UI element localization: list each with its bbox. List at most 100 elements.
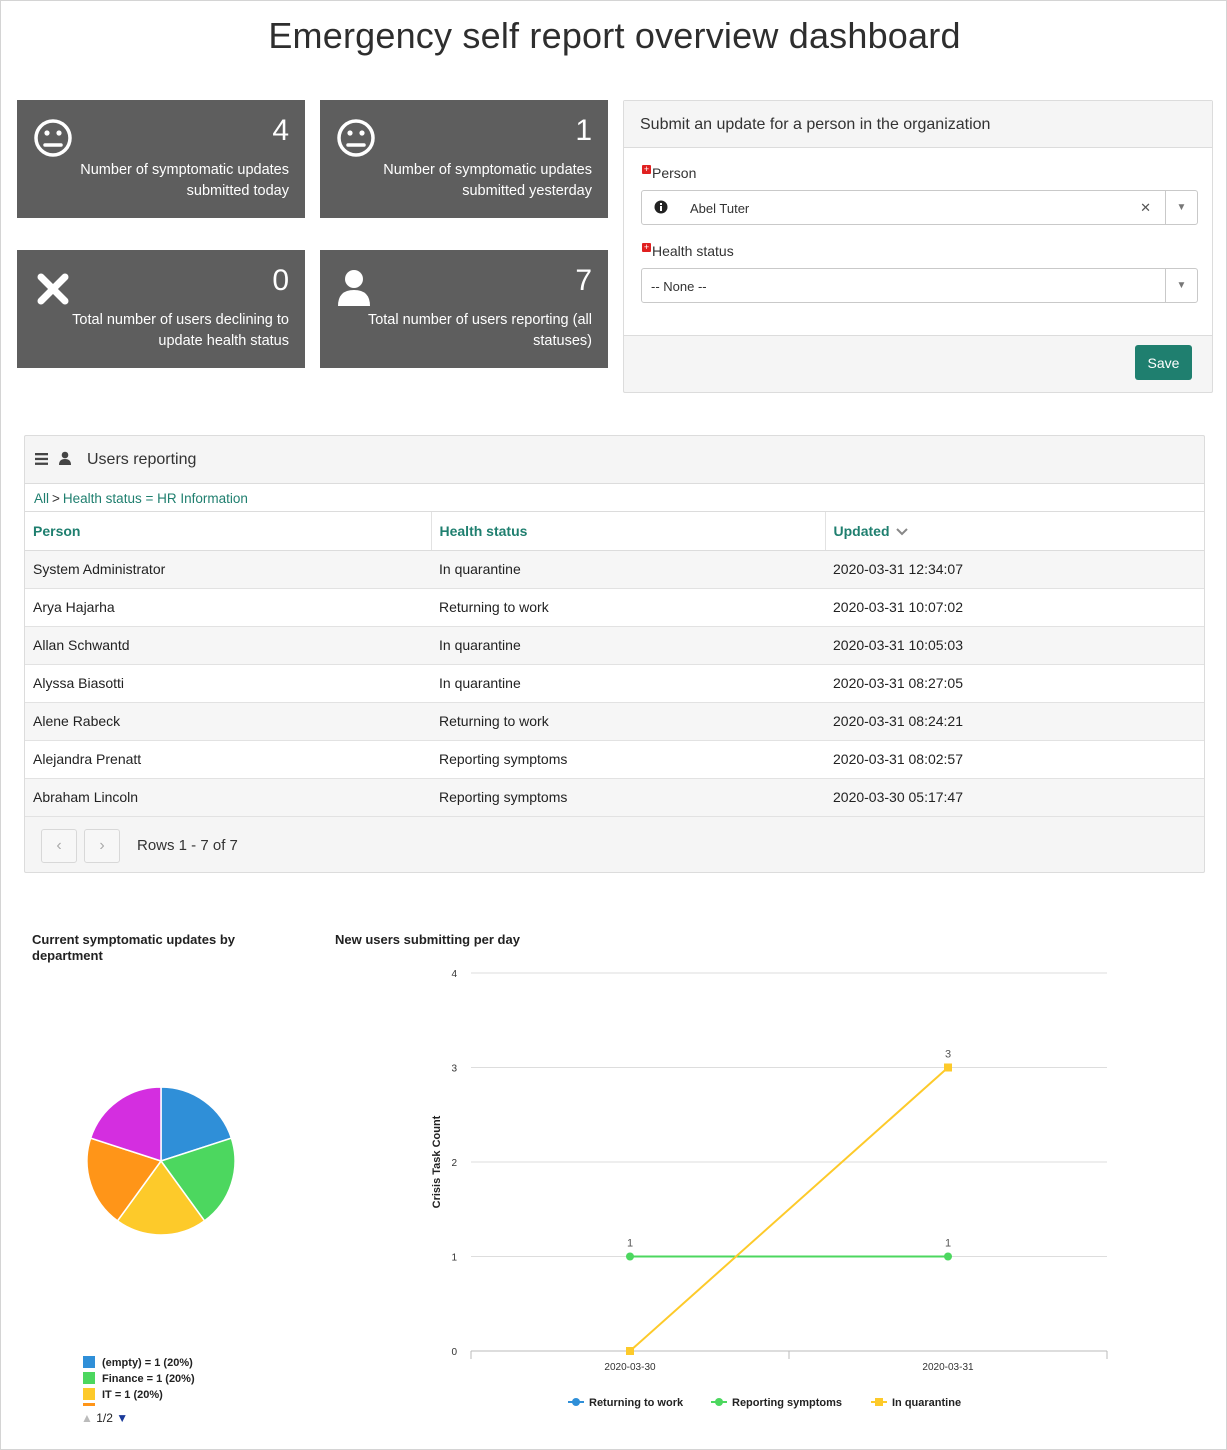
tile-value: 4 — [272, 114, 289, 147]
tile-label: Number of symptomatic updates submitted … — [80, 162, 289, 199]
list-title: Users reporting — [87, 451, 197, 468]
cell-updated: 2020-03-31 08:27:05 — [825, 664, 1204, 703]
form-title: Submit an update for a person in the org… — [624, 101, 1212, 148]
chevron-down-icon[interactable] — [895, 527, 908, 537]
previous-page-button[interactable]: ‹ — [41, 828, 77, 863]
cell-health-status: Returning to work — [431, 702, 825, 741]
legend-swatch — [83, 1356, 95, 1368]
column-header-health-status[interactable]: Health status — [431, 512, 826, 551]
table-row[interactable]: Arya Hajarha Returning to work 2020-03-31 … — [25, 588, 1204, 627]
table-row[interactable]: Alyssa Biasotti In quarantine 2020-03-31 0… — [25, 664, 1204, 703]
stat-tile-total-reporting[interactable]: 7 Total number of users reporting (all s… — [320, 250, 608, 368]
table-row[interactable]: Allan Schwantd In quarantine 2020-03-31 10… — [25, 626, 1204, 665]
required-icon: + — [642, 242, 651, 252]
legend-swatch-partial — [83, 1403, 95, 1406]
pie-chart-title: Current symptomatic updates by departmen… — [32, 932, 235, 963]
table-row[interactable]: Abraham Lincoln Reporting symptoms 2020-03… — [25, 778, 1204, 817]
line-chart-title: New users submitting per day — [335, 932, 520, 947]
person-select[interactable]: Abel Tuter ✕ ▼ — [641, 190, 1198, 225]
cell-person[interactable]: Arya Hajarha — [25, 588, 431, 627]
hamburger-menu-icon[interactable] — [35, 452, 49, 466]
breadcrumb-all-link[interactable]: All — [34, 491, 50, 506]
cell-updated: 2020-03-31 08:02:57 — [825, 740, 1204, 779]
table-row[interactable]: Alene Rabeck Returning to work 2020-03-31 … — [25, 702, 1204, 741]
column-header-person[interactable]: Person — [25, 512, 432, 551]
tile-value: 1 — [575, 114, 592, 147]
x-tick-label: 2020-03-30 — [604, 1362, 656, 1373]
users-reporting-list: Users reporting All > Health status = HR I… — [24, 435, 1205, 873]
stat-tile-today[interactable]: 4 Number of symptomatic updates submitte… — [17, 100, 305, 218]
update-form-panel: Submit an update for a person in the org… — [623, 100, 1213, 393]
pie-legend-item[interactable]: Finance = 1 (20%) — [83, 1372, 195, 1385]
cell-person[interactable]: Alene Rabeck — [25, 702, 431, 741]
legend-marker — [715, 1398, 723, 1406]
cell-health-status: Returning to work — [431, 588, 825, 627]
pie-slice-2[interactable] — [116, 1159, 206, 1236]
y-tick-label: 2 — [451, 1158, 457, 1169]
tile-label: Total number of users reporting (all sta… — [367, 312, 592, 349]
next-page-button[interactable]: › — [84, 828, 120, 863]
cell-updated: 2020-03-31 12:34:07 — [825, 550, 1204, 589]
pie-slice-4[interactable] — [89, 1086, 162, 1163]
data-point[interactable] — [626, 1347, 634, 1355]
tile-value: 0 — [272, 264, 289, 297]
cell-person[interactable]: Alejandra Prenatt — [25, 740, 431, 779]
cell-person[interactable]: System Administrator — [25, 550, 431, 589]
breadcrumb-filter-link[interactable]: Health status = HR Information — [62, 491, 248, 506]
pie-slice-0[interactable] — [160, 1086, 233, 1163]
y-axis-label: Crisis Task Count — [431, 1115, 443, 1208]
legend-pager: ▲ 1/2 ▼ — [81, 1411, 128, 1425]
table-row[interactable]: Alejandra Prenatt Reporting symptoms 2020-… — [25, 740, 1204, 779]
legend-page-up-icon[interactable]: ▲ — [81, 1411, 93, 1425]
pie-legend-item[interactable]: (empty) = 1 (20%) — [83, 1356, 193, 1369]
clear-icon[interactable]: ✕ — [1140, 200, 1151, 215]
person-label: + Person — [642, 164, 697, 181]
breadcrumb: All > Health status = HR Information — [25, 484, 1204, 512]
stat-tile-yesterday[interactable]: 1 Number of symptomatic updates submitte… — [320, 100, 608, 218]
data-point[interactable] — [944, 1252, 952, 1261]
legend-marker — [875, 1398, 883, 1406]
neutral-face-icon — [337, 119, 375, 157]
health-status-select[interactable]: -- None -- ▼ — [641, 268, 1198, 303]
cell-health-status: Reporting symptoms — [431, 778, 825, 817]
chevron-down-icon[interactable]: ▼ — [1165, 191, 1197, 224]
page-title: Emergency self report overview dashboard — [268, 15, 961, 56]
person-value: Abel Tuter — [690, 201, 750, 216]
cell-health-status: In quarantine — [431, 626, 825, 665]
data-point[interactable] — [944, 1063, 952, 1072]
pagination: ‹ › Rows 1 - 7 of 7 — [25, 817, 1204, 875]
pie-legend-item[interactable]: IT = 1 (20%) — [83, 1388, 163, 1401]
column-header-updated[interactable]: Updated — [825, 512, 1204, 551]
health-status-label: + Health status — [642, 242, 734, 259]
table-row[interactable]: System Administrator In quarantine 2020-03… — [25, 550, 1204, 589]
y-tick-label: 1 — [451, 1253, 457, 1264]
legend-label[interactable]: In quarantine — [892, 1397, 961, 1409]
legend-page-down-icon[interactable]: ▼ — [116, 1411, 129, 1425]
cell-health-status: Reporting symptoms — [431, 740, 825, 779]
legend-label[interactable]: Returning to work — [589, 1397, 684, 1409]
pie-slice-1[interactable] — [159, 1137, 236, 1222]
legend-swatch — [83, 1388, 95, 1400]
users-table: Person Health status Updated System Admi… — [25, 512, 1204, 817]
tile-value: 7 — [575, 264, 592, 297]
rows-info: Rows 1 - 7 of 7 — [137, 836, 238, 854]
pie-slice-3[interactable] — [86, 1137, 163, 1222]
y-tick-label: 4 — [451, 969, 457, 980]
cell-person[interactable]: Abraham Lincoln — [25, 778, 431, 817]
cell-person[interactable]: Allan Schwantd — [25, 626, 431, 665]
data-label: 1 — [945, 1238, 951, 1250]
cell-health-status: In quarantine — [431, 664, 825, 703]
save-button[interactable]: Save — [1135, 345, 1192, 380]
cell-updated: 2020-03-31 10:07:02 — [825, 588, 1204, 627]
legend-label[interactable]: Reporting symptoms — [732, 1397, 842, 1409]
breadcrumb-separator: > — [52, 491, 60, 506]
cell-updated: 2020-03-31 08:24:21 — [825, 702, 1204, 741]
user-icon — [59, 451, 71, 465]
chevron-down-icon[interactable]: ▼ — [1165, 269, 1197, 302]
data-label: 1 — [627, 1238, 633, 1250]
legend-swatch — [83, 1372, 95, 1384]
stat-tile-declining[interactable]: 0 Total number of users declining to upd… — [17, 250, 305, 368]
x-tick-label: 2020-03-31 — [922, 1362, 974, 1373]
cell-person[interactable]: Alyssa Biasotti — [25, 664, 431, 703]
data-point[interactable] — [626, 1252, 634, 1261]
